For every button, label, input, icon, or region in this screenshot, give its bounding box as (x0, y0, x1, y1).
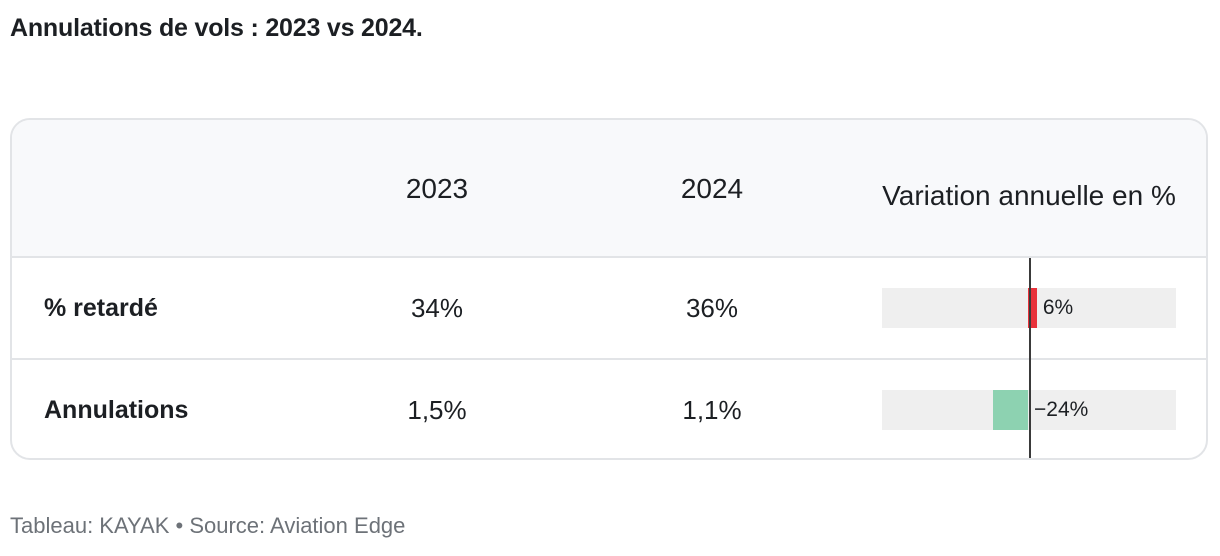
data-table: 2023 2024 Variation annuelle en % % reta… (10, 118, 1208, 460)
cell-2024: 1,1% (682, 394, 742, 425)
zero-axis-line (1029, 258, 1031, 458)
cell-2023: 1,5% (407, 394, 467, 425)
table-header: 2023 2024 Variation annuelle en % (12, 120, 1206, 258)
cell-2024: 36% (685, 292, 739, 323)
variation-label: 6% (1042, 296, 1074, 319)
source-footer: Tableau: KAYAK • Source: Aviation Edge (10, 513, 406, 538)
row-label: Annulations (44, 395, 189, 424)
cell-2023: 34% (410, 292, 464, 323)
row-label: % retardé (44, 293, 158, 322)
chart-title: Annulations de vols : 2023 vs 2024. (10, 14, 423, 42)
variation-bar (1028, 288, 1037, 328)
variation-bar (992, 390, 1028, 430)
column-header-variation: Variation annuelle en % (882, 180, 1176, 211)
table-row: % retardé 34% 36% 6% (12, 258, 1206, 360)
column-header-2023: 2023 (405, 173, 469, 204)
variation-label: −24% (1034, 398, 1089, 421)
table-row: Annulations 1,5% 1,1% −24% (12, 360, 1206, 458)
column-header-2024: 2024 (680, 173, 744, 204)
